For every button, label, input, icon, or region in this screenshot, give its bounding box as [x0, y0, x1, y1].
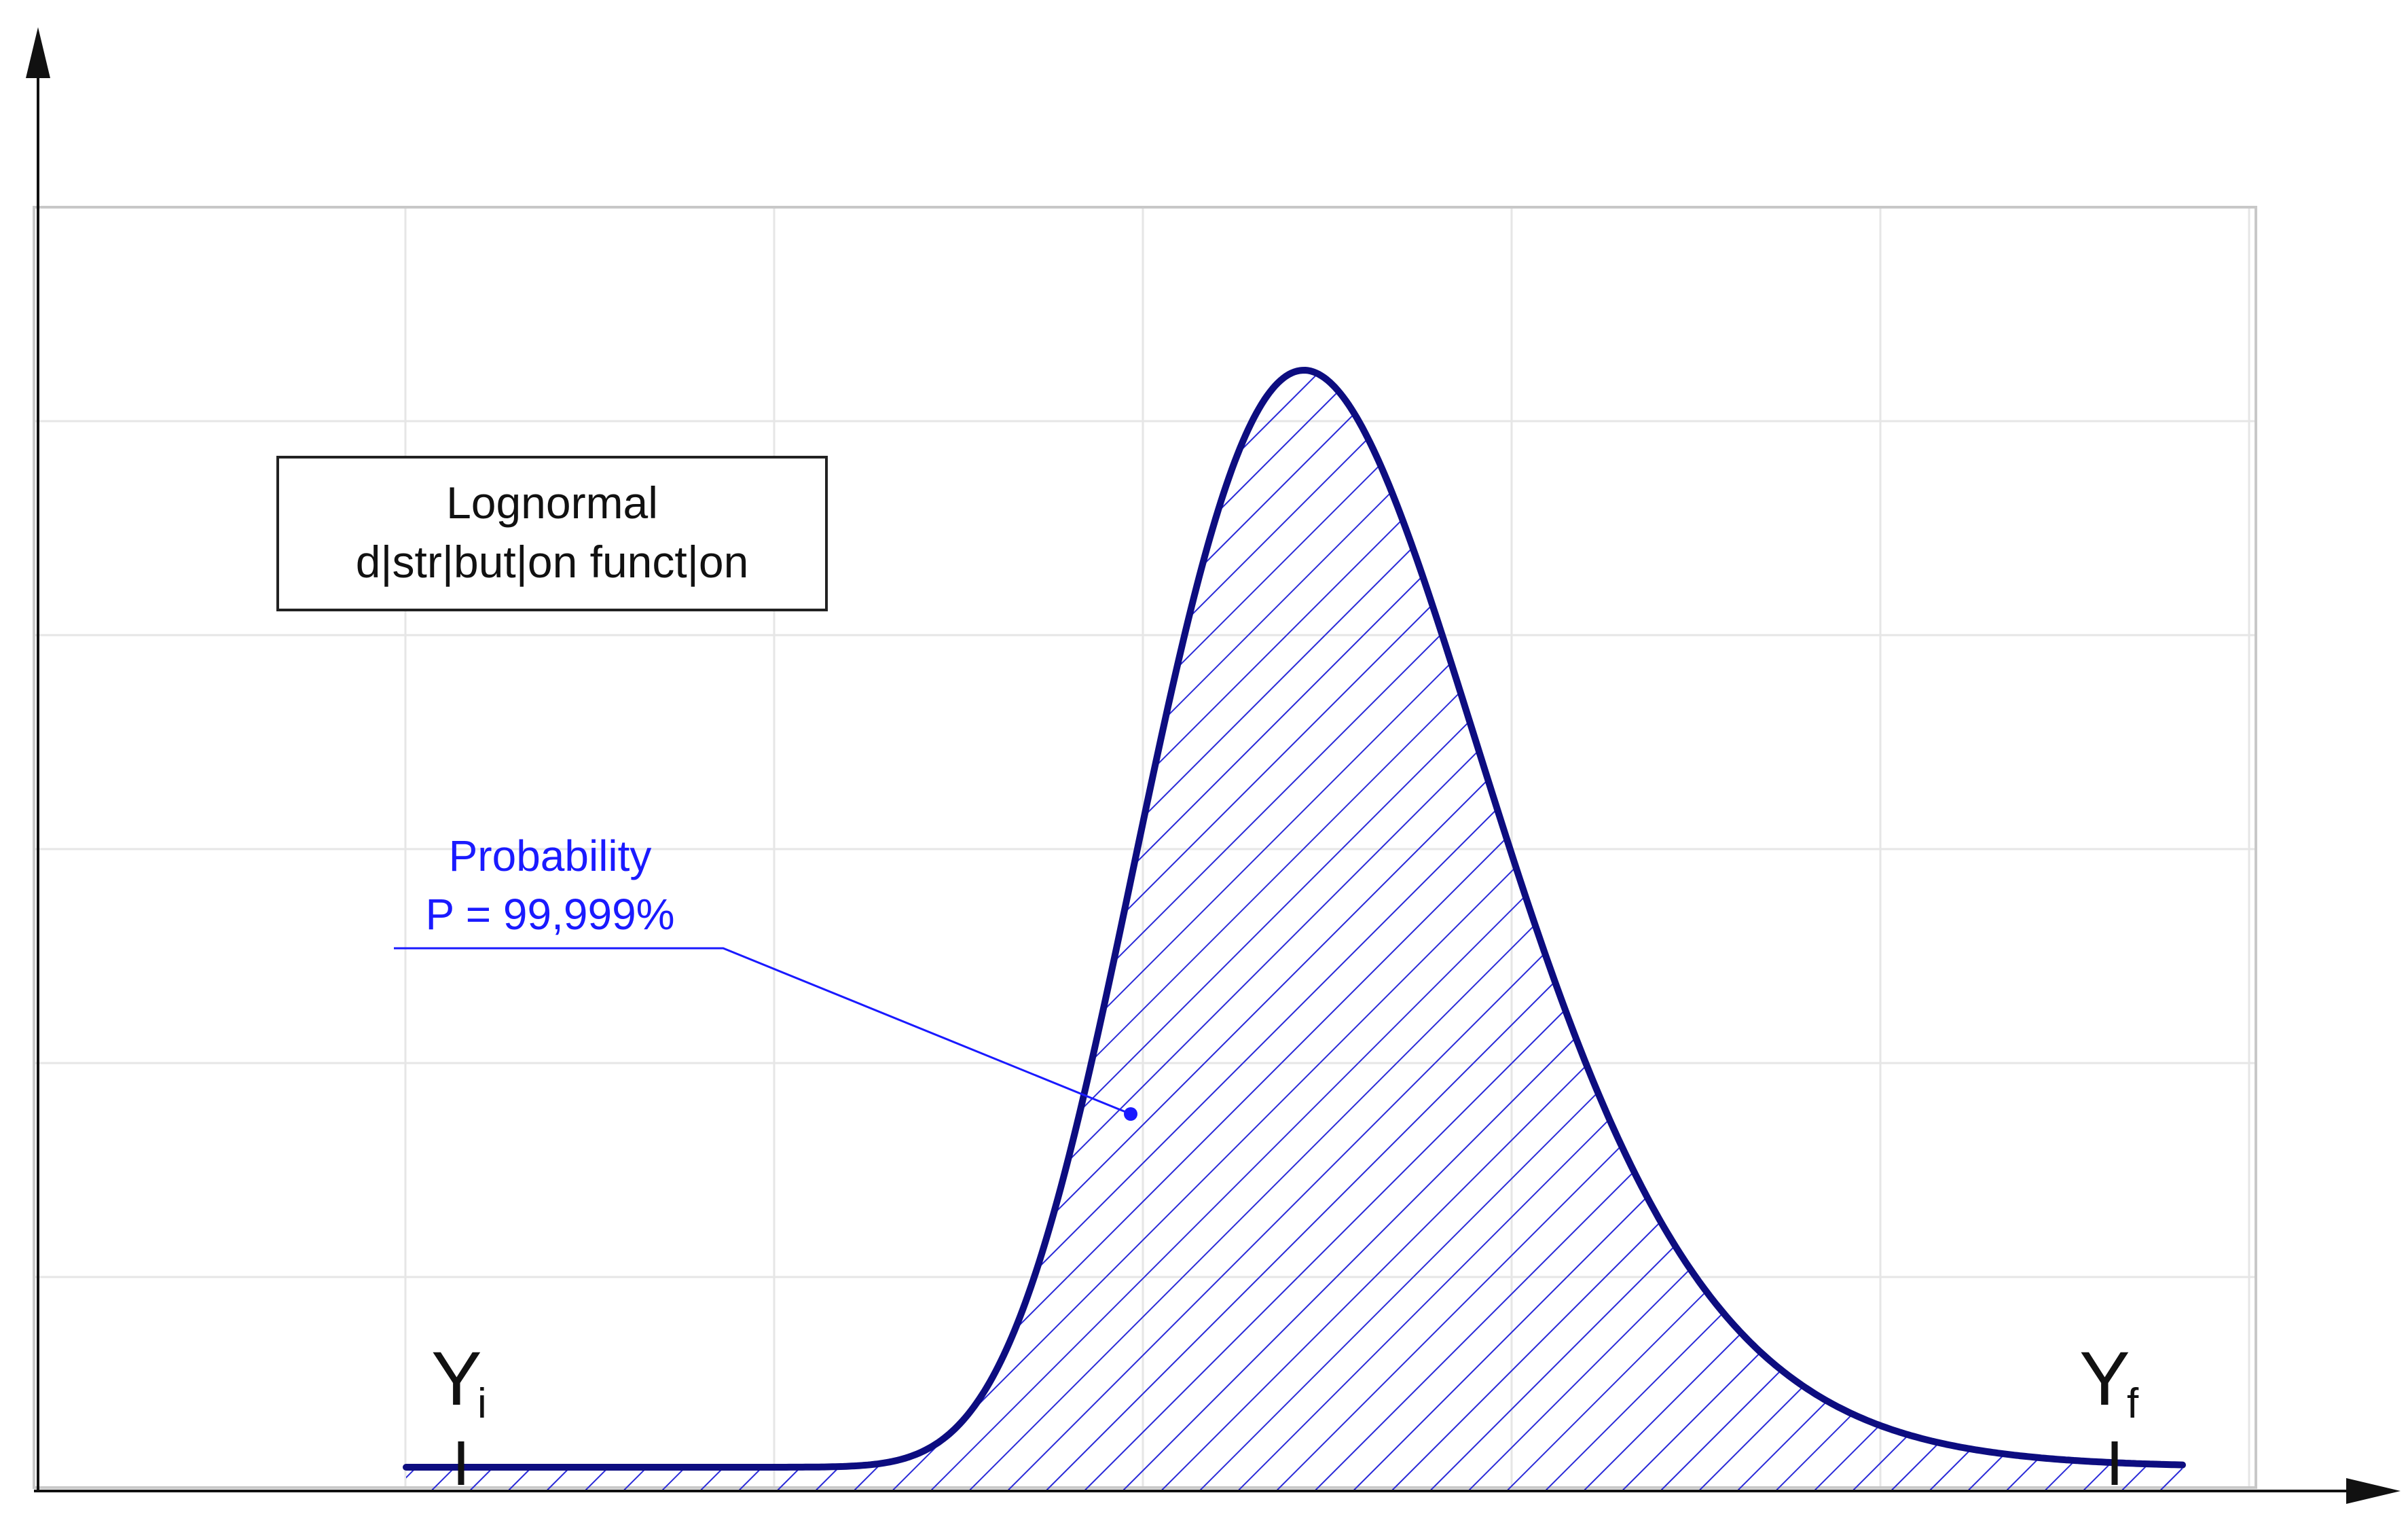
marker-yf: Y f [2079, 1336, 2139, 1485]
marker-yi-sub: i [477, 1380, 487, 1427]
legend: Lognormal d|str|but|on funct|on [276, 456, 828, 611]
density-curve [403, 367, 2186, 1471]
annotation-leader [394, 947, 1131, 1115]
marker-yf-letter: Y [2079, 1336, 2130, 1421]
marker-yi: Y i [431, 1336, 487, 1485]
probability-annotation: Probability P = 99,999% [394, 831, 1137, 1121]
x-axis-arrow [2346, 1478, 2401, 1504]
legend-line1: Lognormal [446, 478, 658, 528]
legend-box [276, 456, 828, 611]
annotation-line2: P = 99,999% [425, 890, 674, 939]
annotation-line1: Probability [449, 831, 652, 880]
legend-line2: d|str|but|on funct|on [356, 537, 749, 587]
y-axis-arrow [26, 27, 50, 78]
marker-yi-letter: Y [431, 1336, 482, 1421]
marker-yf-sub: f [2127, 1380, 2139, 1427]
annotation-dot [1124, 1107, 1137, 1121]
area-under-curve [406, 370, 2183, 1491]
